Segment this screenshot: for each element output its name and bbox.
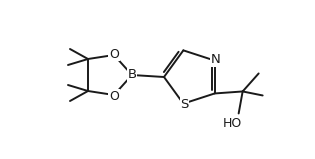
Text: B: B: [128, 69, 137, 82]
Text: O: O: [109, 90, 119, 103]
Text: HO: HO: [223, 118, 242, 130]
Text: N: N: [211, 53, 220, 66]
Text: O: O: [109, 48, 119, 61]
Text: S: S: [180, 98, 189, 111]
